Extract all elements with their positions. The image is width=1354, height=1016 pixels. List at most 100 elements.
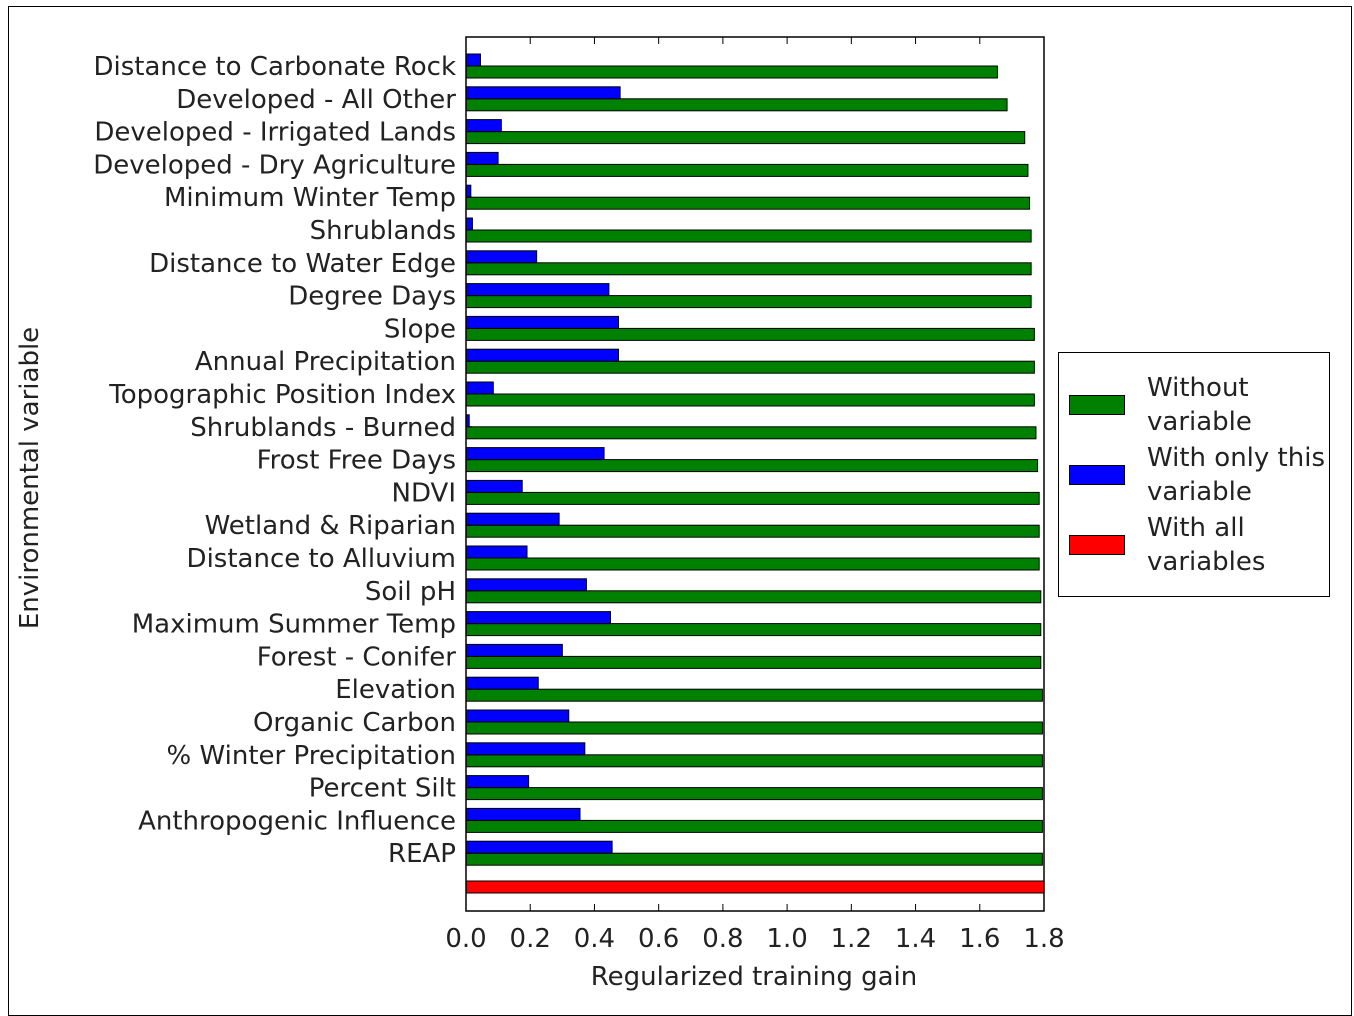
bar-with-only-this-variable: [465, 250, 538, 264]
bar-with-only-this-variable: [465, 217, 473, 231]
bar-without-variable: [465, 491, 1040, 505]
category-label: Percent Silt: [309, 774, 456, 804]
x-tick-label: 0.8: [702, 924, 743, 954]
legend-swatch-green: [1069, 395, 1125, 415]
x-axis-label: Regularized training gain: [590, 962, 918, 992]
bar-without-variable: [465, 360, 1035, 374]
category-label: Topographic Position Index: [108, 380, 456, 410]
category-label: NDVI: [392, 478, 456, 508]
bar-without-variable: [465, 590, 1042, 604]
bar-without-variable: [465, 688, 1043, 702]
bar-with-only-this-variable: [465, 53, 481, 67]
bar-without-variable: [465, 98, 1008, 112]
legend-swatch-blue: [1069, 465, 1125, 485]
legend-item-without-variable: Without variable: [1069, 371, 1325, 439]
bar-with-only-this-variable: [465, 545, 528, 559]
bar-without-variable: [465, 229, 1032, 243]
bar-with-only-this-variable: [465, 676, 539, 690]
bar-without-variable: [465, 196, 1031, 210]
bar-without-variable: [465, 131, 1026, 145]
category-label: Wetland & Riparian: [205, 511, 456, 541]
x-tick-label: 1.4: [895, 924, 936, 954]
bar-without-variable: [465, 393, 1035, 407]
bar-without-variable: [465, 787, 1043, 801]
legend-item-with-all-variables: With all variables: [1069, 511, 1325, 579]
bar-with-only-this-variable: [465, 119, 502, 133]
bar-with-only-this-variable: [465, 283, 610, 297]
y-axis-label: Environmental variable: [15, 326, 45, 630]
category-label: Forest - Conifer: [257, 642, 457, 672]
bar-with-only-this-variable: [465, 348, 620, 362]
category-label: Distance to Alluvium: [187, 544, 456, 574]
bar-with-only-this-variable: [465, 775, 530, 789]
x-tick-label: 1.0: [766, 924, 807, 954]
bar-with-only-this-variable: [465, 315, 620, 329]
legend-swatch-red: [1069, 535, 1125, 555]
category-label: Shrublands: [310, 216, 456, 246]
bar-without-variable: [465, 65, 998, 79]
plot-area-frame: [465, 36, 1045, 912]
bar-with-only-this-variable: [465, 807, 581, 821]
bar-without-variable: [465, 426, 1037, 440]
category-label: Maximum Summer Temp: [132, 610, 456, 640]
category-label: Distance to Carbonate Rock: [93, 52, 456, 82]
bar-with-only-this-variable: [465, 643, 563, 657]
bar-with-all-variables: [465, 880, 1045, 894]
bar-with-only-this-variable: [465, 151, 499, 165]
x-tick-label: 0.4: [574, 924, 615, 954]
category-label: REAP: [388, 839, 456, 869]
category-label: Frost Free Days: [257, 446, 456, 476]
bar-with-only-this-variable: [465, 611, 611, 625]
bar-with-only-this-variable: [465, 840, 613, 854]
bar-with-only-this-variable: [465, 709, 570, 723]
bar-with-only-this-variable: [465, 512, 560, 526]
legend-label: With only this variable: [1147, 443, 1326, 507]
bar-without-variable: [465, 754, 1043, 768]
category-label: Soil pH: [365, 577, 456, 607]
bar-without-variable: [465, 557, 1040, 571]
bar-with-only-this-variable: [465, 578, 587, 592]
x-tick-label: 0.0: [445, 924, 486, 954]
legend: Without variable With only this variable…: [1058, 352, 1330, 597]
x-tick-label: 0.6: [638, 924, 679, 954]
legend-label: Without variable: [1147, 373, 1252, 437]
bar-without-variable: [465, 295, 1032, 309]
bar-without-variable: [465, 623, 1042, 637]
bar-without-variable: [465, 459, 1039, 473]
category-label: Organic Carbon: [253, 708, 456, 738]
bar-with-only-this-variable: [465, 381, 494, 395]
bar-with-only-this-variable: [465, 742, 586, 756]
bar-without-variable: [465, 852, 1043, 866]
bar-without-variable: [465, 819, 1043, 833]
category-label: Minimum Winter Temp: [164, 183, 456, 213]
category-label: Elevation: [335, 675, 456, 705]
bar-without-variable: [465, 721, 1043, 735]
category-label: Developed - All Other: [176, 85, 456, 115]
bar-without-variable: [465, 327, 1035, 341]
x-tick-label: 1.6: [959, 924, 1000, 954]
bar-without-variable: [465, 655, 1042, 669]
category-label: Anthropogenic Influence: [138, 806, 456, 836]
category-label: Slope: [384, 314, 456, 344]
category-label: Degree Days: [288, 282, 456, 312]
category-label: Developed - Irrigated Lands: [94, 118, 456, 148]
x-tick-label: 0.2: [510, 924, 551, 954]
x-tick-label: 1.8: [1023, 924, 1064, 954]
bar-with-only-this-variable: [465, 86, 621, 100]
x-axis-ticks: 0.0 0.2 0.4 0.6 0.8 1.0 1.2 1.4 1.6 1.8: [445, 37, 1065, 954]
legend-label: With all variables: [1147, 513, 1266, 577]
bar-without-variable: [465, 163, 1029, 177]
category-label: % Winter Precipitation: [167, 741, 456, 771]
bars-group: [465, 53, 1045, 894]
category-label: Developed - Dry Agriculture: [93, 150, 456, 180]
bar-with-only-this-variable: [465, 479, 523, 493]
category-label: Annual Precipitation: [195, 347, 456, 377]
bar-with-only-this-variable: [465, 447, 605, 461]
legend-item-with-only-this-variable: With only this variable: [1069, 441, 1325, 509]
category-label: Distance to Water Edge: [149, 249, 456, 279]
bar-without-variable: [465, 524, 1040, 538]
x-tick-label: 1.2: [831, 924, 872, 954]
category-label: Shrublands - Burned: [190, 413, 456, 443]
